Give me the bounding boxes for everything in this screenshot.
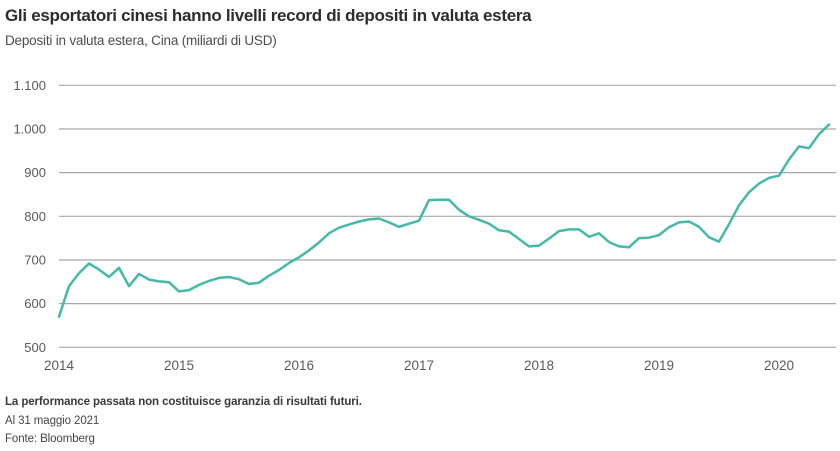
- x-tick-label: 2014: [44, 358, 75, 373]
- x-tick-label: 2020: [764, 358, 794, 373]
- y-tick-label: 1.000: [13, 121, 46, 136]
- disclaimer-text: La performance passata non costituisce g…: [5, 396, 362, 408]
- chart-title: Gli esportatori cinesi hanno livelli rec…: [5, 6, 532, 25]
- y-tick-label: 700: [24, 252, 46, 267]
- source-text: Fonte: Bloomberg: [5, 433, 95, 445]
- x-tick-label: 2017: [404, 358, 434, 373]
- deposits-line-series: [57, 123, 831, 318]
- x-tick-label: 2015: [164, 358, 194, 373]
- x-tick-label: 2016: [284, 358, 314, 373]
- x-tick-label: 2019: [644, 358, 674, 373]
- series-group: [57, 123, 831, 318]
- x-axis-labels-group: 2014 2015 2016 2017 2018 2019 2020: [44, 358, 794, 373]
- y-axis-labels-group: 500 600 700 800 900 1.000 1.100: [13, 78, 46, 355]
- y-tick-label: 500: [24, 340, 46, 355]
- as-of-date: Al 31 maggio 2021: [5, 414, 100, 427]
- x-tick-label: 2018: [524, 358, 554, 373]
- y-tick-label: 600: [24, 296, 46, 311]
- y-tick-label: 900: [24, 165, 46, 180]
- chart-footer: La performance passata non costituisce g…: [5, 393, 362, 449]
- y-tick-label: 800: [24, 209, 46, 224]
- gridlines-group: [59, 84, 836, 348]
- chart-subtitle: Depositi in valuta estera, Cina (miliard…: [5, 33, 277, 48]
- y-tick-label: 1.100: [13, 78, 46, 93]
